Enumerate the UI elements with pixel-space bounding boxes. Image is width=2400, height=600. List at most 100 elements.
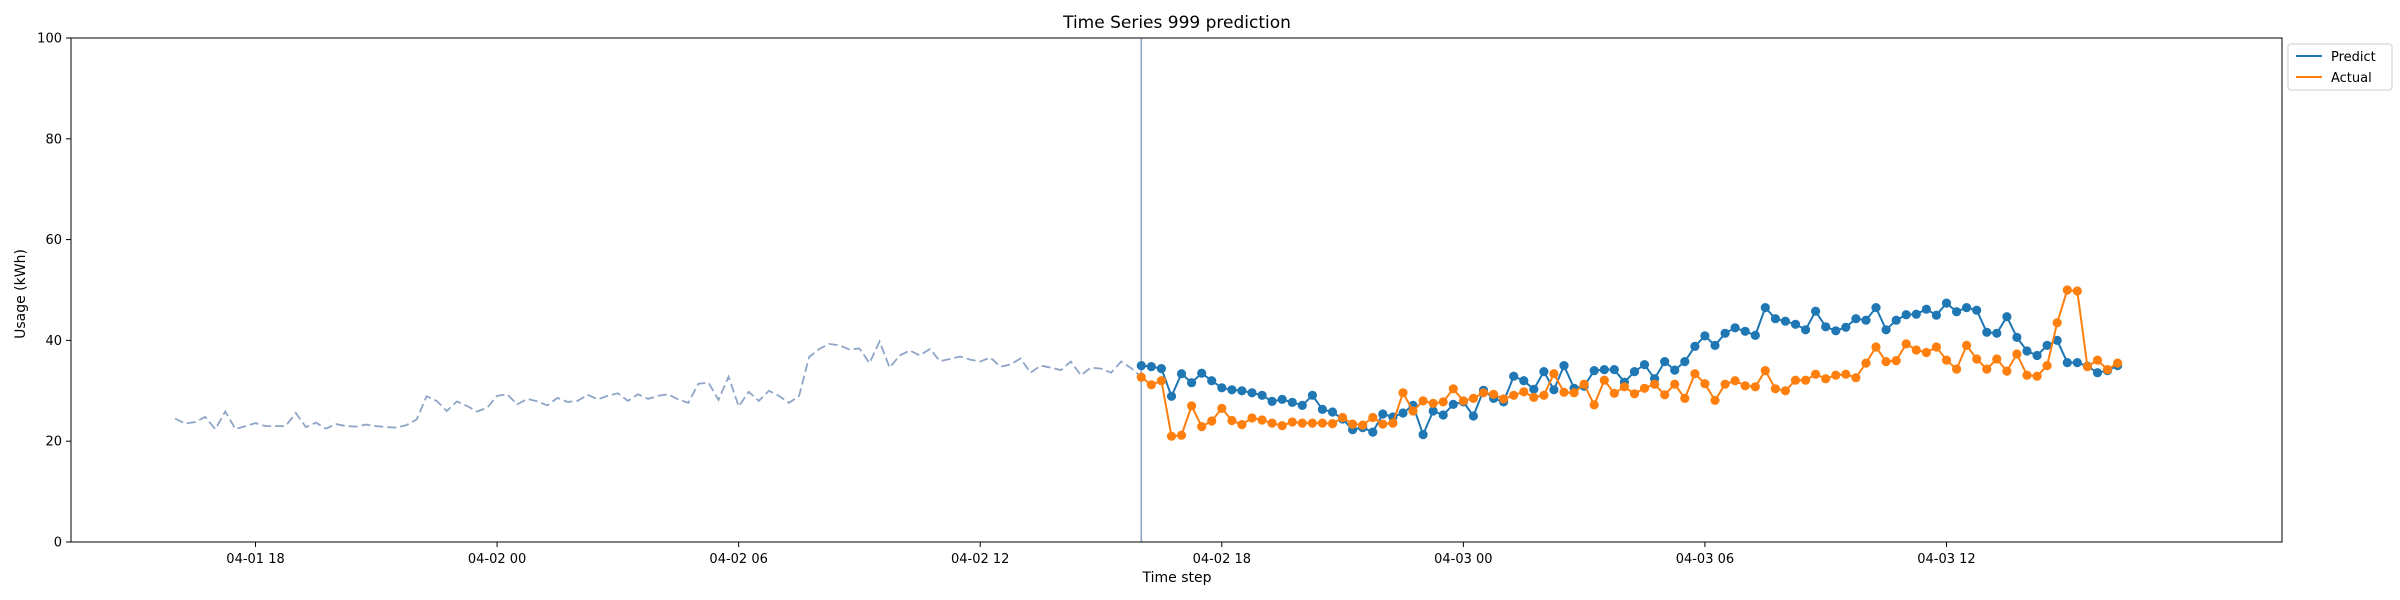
x-tick-label: 04-03 06 [1676, 552, 1734, 567]
data-point-actual [1992, 354, 2002, 364]
data-point-predict [1589, 366, 1599, 376]
data-point-actual [1368, 412, 1378, 423]
data-point-predict [1740, 326, 1750, 336]
data-point-actual [2042, 361, 2052, 371]
data-point-predict [1972, 305, 1982, 315]
data-point-actual [1861, 358, 1871, 368]
data-point-predict [1901, 310, 1911, 320]
data-point-predict [1730, 323, 1740, 333]
data-point-predict [1559, 361, 1569, 371]
y-axis: 0 20 40 60 80 100 [37, 32, 71, 551]
data-point-actual [1650, 379, 1660, 389]
series-predict [1136, 298, 2123, 440]
data-point-predict [1277, 394, 1287, 404]
data-point-predict [1398, 408, 1408, 418]
data-point-actual [1338, 412, 1348, 423]
data-point-actual [1851, 373, 1861, 383]
data-point-predict [2052, 335, 2062, 345]
data-point-predict [1750, 330, 1760, 340]
data-point-predict [1438, 410, 1448, 420]
data-point-predict [2022, 346, 2032, 356]
data-point-actual [1529, 392, 1539, 402]
data-point-predict [1921, 304, 1931, 314]
data-point-actual [1438, 397, 1448, 407]
data-point-predict [2092, 368, 2103, 378]
data-point-actual [1941, 355, 1952, 365]
data-point-predict [1529, 384, 1539, 394]
data-point-predict [1468, 411, 1478, 421]
data-point-predict [1821, 322, 1831, 332]
data-point-actual [1277, 421, 1287, 431]
data-point-predict [1780, 316, 1790, 326]
data-point-predict [1197, 368, 1207, 378]
data-point-actual [2102, 365, 2113, 375]
plot-area [70, 37, 2283, 543]
data-point-predict [1539, 367, 1549, 377]
data-point-actual [1297, 418, 1307, 428]
data-point-actual [1801, 375, 1811, 385]
data-point-predict [1861, 315, 1871, 325]
data-point-predict [1831, 326, 1841, 336]
data-point-actual [1136, 372, 1146, 382]
data-point-predict [1317, 404, 1327, 414]
data-point-actual [1378, 419, 1388, 429]
data-point-predict [1841, 322, 1851, 332]
data-point-predict [1629, 367, 1640, 377]
data-point-actual [1952, 364, 1962, 374]
data-point-actual [1197, 422, 1207, 432]
data-point-actual [1146, 380, 1156, 390]
data-point-actual [1408, 406, 1418, 416]
x-tick-label: 04-02 18 [1193, 552, 1251, 567]
legend-label-actual: Actual [2331, 71, 2372, 86]
data-point-actual [2022, 370, 2032, 380]
data-point-actual [1499, 394, 1509, 404]
data-point-actual [1549, 369, 1559, 379]
data-point-actual [2002, 366, 2012, 376]
data-point-predict [2012, 332, 2022, 342]
data-point-actual [1931, 342, 1941, 352]
data-point-predict [1599, 365, 1609, 375]
data-point-actual [1911, 345, 1921, 355]
data-point-actual [1740, 381, 1750, 391]
data-point-actual [1680, 393, 1690, 403]
data-point-predict [1670, 365, 1680, 375]
data-point-actual [1358, 420, 1368, 430]
data-point-predict [1166, 391, 1177, 401]
data-point-actual [2062, 285, 2072, 295]
data-point-predict [1418, 430, 1428, 440]
data-point-predict [1187, 378, 1197, 388]
data-point-predict [1217, 383, 1227, 393]
data-point-predict [1770, 314, 1780, 324]
data-point-predict [1992, 328, 2002, 338]
data-point-predict [1156, 364, 1166, 374]
forecast-series [1136, 285, 2123, 441]
history-line [174, 339, 1142, 431]
data-point-predict [1287, 397, 1297, 407]
x-tick-label: 04-02 12 [951, 552, 1009, 567]
data-point-predict [1690, 341, 1700, 351]
data-point-predict [1327, 407, 1338, 417]
data-point-actual [1710, 395, 1720, 405]
data-point-actual [1247, 413, 1257, 423]
data-point-predict [1207, 376, 1217, 386]
data-point-actual [1569, 388, 1579, 398]
data-point-actual [2092, 355, 2103, 365]
y-tick-label: 20 [45, 435, 62, 450]
data-point-actual [2072, 286, 2082, 296]
data-point-actual [1629, 389, 1640, 399]
data-point-actual [1750, 382, 1760, 392]
data-point-predict [1911, 309, 1921, 319]
series-actual [1136, 285, 2123, 441]
data-point-actual [1287, 417, 1297, 427]
data-point-actual [1156, 376, 1166, 386]
data-point-predict [1267, 396, 1277, 406]
data-point-predict [1146, 362, 1156, 372]
history-series [174, 339, 1142, 431]
x-axis-label: Time step [1142, 570, 1212, 586]
data-point-actual [1730, 376, 1740, 386]
data-point-predict [1519, 376, 1529, 386]
data-point-predict [1227, 385, 1237, 395]
data-point-predict [1549, 385, 1559, 395]
data-point-predict [1700, 331, 1710, 341]
data-point-actual [1166, 431, 1177, 441]
